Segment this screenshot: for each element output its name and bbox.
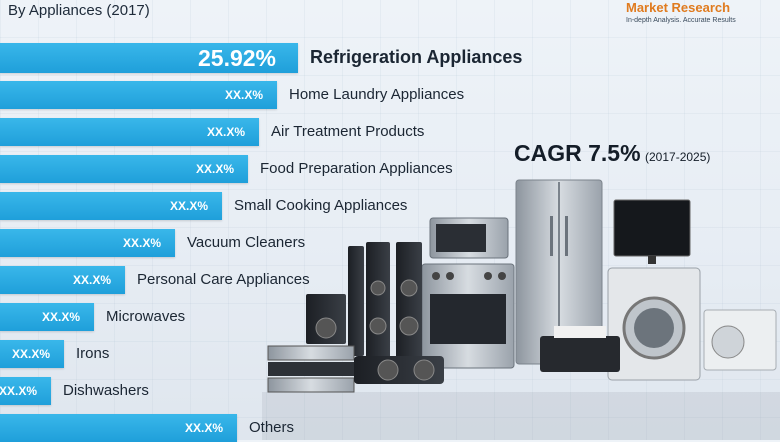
bar-value-label: XX.X% (169, 199, 208, 213)
amplifier-icon (267, 345, 355, 361)
bar-value-label: XX.X% (0, 384, 37, 398)
appliances-illustration (262, 179, 780, 440)
category-label: Irons (76, 345, 110, 362)
category-label: Air Treatment Products (271, 123, 425, 140)
bar-7: XX.X% (0, 303, 94, 331)
category-label: Dishwashers (63, 382, 149, 399)
tv-icon (613, 199, 691, 257)
bar-4: XX.X% (0, 192, 222, 220)
category-label: Vacuum Cleaners (187, 234, 306, 251)
bar-2: XX.X% (0, 118, 259, 146)
logo-tagline: In-depth Analysis. Accurate Results (626, 17, 736, 24)
bar-value-label: XX.X% (72, 273, 111, 287)
cagr-callout: CAGR 7.5% (2017-2025) (514, 140, 710, 167)
category-label: Others (249, 414, 294, 442)
bar-1: XX.X% (0, 81, 277, 109)
category-label: Small Cooking Appliances (234, 197, 408, 214)
bar-0: 25.92% (0, 43, 298, 73)
bar-value-label: XX.X% (41, 310, 80, 324)
speaker-icon (348, 246, 364, 356)
cagr-period: (2017-2025) (645, 150, 711, 164)
category-label: Food Preparation Appliances (260, 160, 453, 177)
bar-6: XX.X% (0, 266, 125, 294)
bar-10: XX.X% (0, 414, 237, 442)
bar-5: XX.X% (0, 229, 175, 257)
bar-value-label: XX.X% (11, 347, 50, 361)
category-label: Personal Care Appliances (137, 271, 310, 288)
bar-9: XX.X% (0, 377, 51, 405)
bar-value-label: XX.X% (122, 236, 161, 250)
brand-logo: Market Research In-depth Analysis. Accur… (626, 0, 780, 25)
category-label: Home Laundry Appliances (289, 86, 465, 103)
category-label: Microwaves (106, 308, 186, 325)
bar-value-label: 25.92% (197, 45, 276, 71)
chart-subtitle: By Appliances (2017) (8, 2, 150, 19)
bar-value-label: XX.X% (195, 162, 234, 176)
logo-name: Market Research (626, 0, 731, 15)
bar-8: XX.X% (0, 340, 64, 368)
category-label: Refrigeration Appliances (310, 47, 523, 67)
cagr-value: CAGR 7.5% (514, 140, 641, 166)
bar-value-label: XX.X% (184, 421, 223, 435)
printer-icon (540, 336, 620, 372)
bar-value-label: XX.X% (206, 125, 245, 139)
bar-value-label: XX.X% (224, 88, 263, 102)
bar-3: XX.X% (0, 155, 248, 183)
